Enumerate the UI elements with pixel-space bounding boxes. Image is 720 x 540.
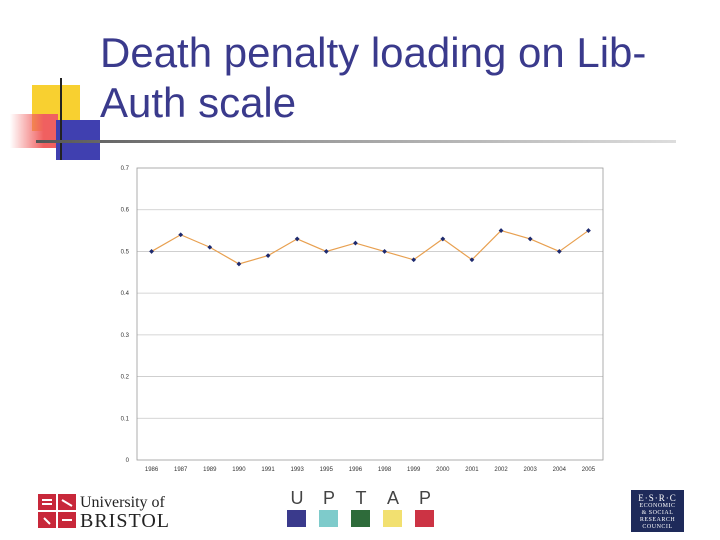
uptap-color-box [287,510,306,527]
series-line [151,229,589,265]
x-tick-label: 1996 [349,467,363,473]
x-tick-label: 2002 [494,467,508,473]
esrc-line: ECONOMIC [639,503,676,509]
esrc-title: E·S·R·C [638,493,677,503]
y-tick-label: 0.4 [121,291,130,297]
chart-series [149,228,591,267]
x-tick-label: 2000 [436,467,450,473]
esrc-logo: E·S·R·C ECONOMIC & SOCIAL RESEARCH COUNC… [631,490,684,532]
data-point [498,228,504,233]
x-tick-label: 2004 [553,467,567,473]
uptap-letter: T [355,488,367,508]
uptap-color-box [383,510,402,527]
data-point [556,249,562,254]
data-point [236,261,242,267]
plot-frame [136,167,604,461]
y-tick-label: 0.5 [121,249,130,255]
x-tick-label: 2001 [465,467,479,473]
y-tick-label: 0.1 [121,416,130,422]
slide-title: Death penalty loading on Lib-Auth scale [100,29,647,126]
uptap-color-box [351,510,370,527]
x-tick-label: 1989 [203,467,217,473]
esrc-line: COUNCIL [642,524,673,530]
y-axis-ticks: 0 0.1 0.2 0.3 0.4 0.5 0.6 0.7 [121,166,130,464]
x-tick-label: 2005 [582,467,596,473]
uptap-color-box [415,510,434,527]
data-point [149,249,154,254]
uptap-letter: P [418,488,431,508]
uptap-letter: P [322,488,335,508]
x-tick-label: 1998 [378,467,392,473]
data-point [469,257,475,263]
uptap-color-box [319,510,338,527]
data-point [527,236,533,242]
data-point [411,257,417,263]
data-point [178,232,184,238]
bristol-crest-icon [36,490,78,532]
x-tick-label: 1995 [320,467,334,473]
y-tick-label: 0 [126,458,130,464]
x-axis-ticks: 1986 1987 1989 1990 1991 1993 1995 1996 1998 1999… [145,467,596,473]
data-point [323,249,329,254]
x-tick-label: 2003 [524,467,538,473]
esrc-line: & SOCIAL [641,510,674,516]
x-tick-label: 1986 [145,467,159,473]
university-name-line2: BRISTOL [80,510,170,532]
data-point [294,236,300,242]
x-tick-label: 1990 [232,467,246,473]
deco-vertical-line [60,78,62,160]
data-point [382,249,387,254]
line-chart: 00.10.20.30.40.50.60.7 1986 1987 1989 1990 1… [121,166,604,473]
x-tick-label: 1987 [174,467,188,473]
y-tick-label: 0.3 [121,333,130,339]
uptap-letter: U [290,488,304,508]
data-point [440,236,446,242]
y-tick-label: 0.2 [121,375,130,381]
esrc-line: RESEARCH [639,517,676,523]
data-point [207,244,213,250]
title-divider [36,140,676,143]
chart-grid [137,209,603,419]
data-point [265,253,271,258]
y-tick-label: 0.7 [121,166,130,172]
university-name-line1: University of [80,494,165,511]
uptap-letter: A [386,488,399,508]
x-tick-label: 1999 [407,467,421,473]
x-tick-label: 1991 [261,467,275,473]
data-point [353,240,358,246]
data-point [586,228,591,233]
x-tick-label: 1993 [291,467,305,473]
y-tick-label: 0.6 [121,208,130,214]
